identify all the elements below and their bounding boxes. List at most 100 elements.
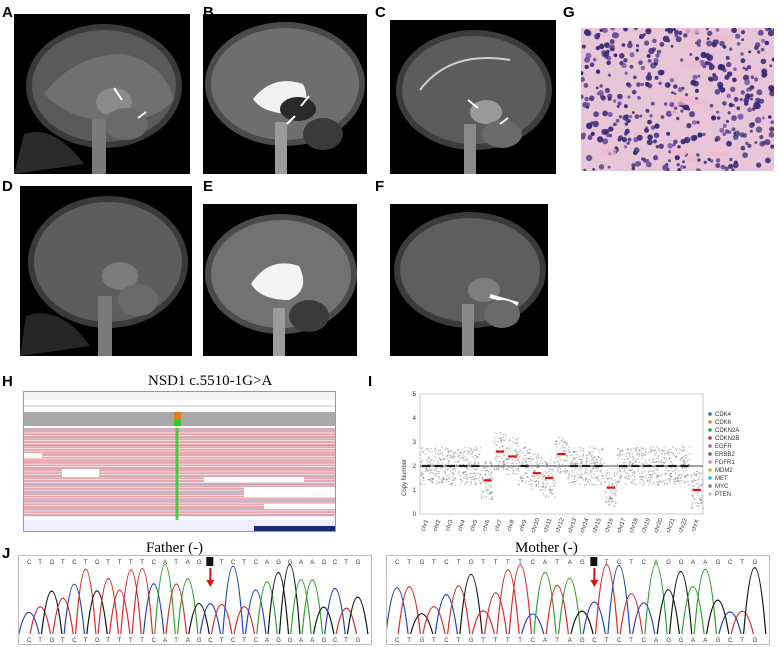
trace-peak bbox=[410, 613, 434, 635]
base-call-bottom: T bbox=[174, 638, 178, 644]
panel-label-h: H bbox=[2, 373, 13, 390]
legend-label: CDKN2A bbox=[715, 428, 739, 434]
legend-label: MDM2 bbox=[715, 468, 733, 474]
mri-e-t2-sagittal-followup bbox=[203, 204, 357, 356]
base-call-bottom: C bbox=[27, 638, 32, 644]
trace-peak bbox=[558, 577, 582, 635]
trace-peak bbox=[199, 603, 222, 635]
base-call-top: G bbox=[716, 560, 721, 566]
base-call-bottom: T bbox=[506, 638, 510, 644]
legend-marker bbox=[708, 476, 712, 480]
trace-peak bbox=[681, 585, 705, 635]
trace-peak bbox=[730, 610, 754, 635]
base-call-top: C bbox=[617, 560, 622, 566]
base-call-top: T bbox=[629, 560, 633, 566]
base-call-bottom: T bbox=[494, 638, 498, 644]
cnv-ytick: 3 bbox=[413, 440, 417, 446]
cnv-xtick: chr11 bbox=[543, 517, 554, 533]
base-call-top: T bbox=[242, 560, 246, 566]
base-call-bottom: T bbox=[555, 638, 559, 644]
base-call-top: G bbox=[356, 560, 361, 566]
trace-peak bbox=[301, 579, 324, 635]
cnv-ylabel: Copy Number bbox=[402, 459, 408, 496]
legend-marker bbox=[708, 468, 712, 472]
cnv-xtick: chr15 bbox=[592, 517, 603, 534]
base-call-top: C bbox=[72, 560, 77, 566]
father-label: Father (-) bbox=[146, 540, 204, 556]
base-call-bottom: G bbox=[753, 638, 758, 644]
cnv-xtick: chr1 bbox=[420, 519, 430, 533]
base-call-bottom: C bbox=[592, 638, 597, 644]
base-call-top: C bbox=[231, 560, 236, 566]
trace-peak bbox=[508, 564, 532, 635]
base-call-top: T bbox=[432, 560, 436, 566]
base-call-top: A bbox=[299, 560, 303, 566]
base-call-bottom: G bbox=[197, 638, 202, 644]
trace-peak bbox=[706, 599, 730, 635]
base-call-bottom: T bbox=[518, 638, 522, 644]
base-call-bottom: C bbox=[444, 638, 449, 644]
cnv-ytick: 0 bbox=[413, 512, 417, 518]
base-call-top: T bbox=[38, 560, 42, 566]
legend-marker bbox=[708, 452, 712, 456]
base-call-top: A bbox=[703, 560, 707, 566]
base-call-bottom: A bbox=[654, 638, 658, 644]
base-call-top: A bbox=[163, 560, 167, 566]
cnv-xtick: chr18 bbox=[629, 517, 640, 534]
trace-peak bbox=[233, 606, 256, 635]
cnv-xtick: chr21 bbox=[666, 517, 677, 534]
base-call-top: A bbox=[186, 560, 190, 566]
cnv-xtick: chr5 bbox=[470, 519, 480, 533]
mri-d-t1-sagittal-followup bbox=[20, 186, 192, 356]
mri-a-t1-sagittal bbox=[14, 14, 190, 174]
trace-peak bbox=[278, 563, 301, 635]
base-call-bottom: A bbox=[543, 638, 547, 644]
base-call-bottom: C bbox=[642, 638, 647, 644]
trace-peak bbox=[743, 567, 767, 635]
sanger-mother-trace: C T G T C T G T T T T C A T A G C T C T C A G G A A G C T G C T G T C T G T T T… bbox=[386, 555, 770, 645]
panel-label-b: B bbox=[203, 4, 214, 21]
base-call-top: G bbox=[288, 560, 293, 566]
panel-label-c: C bbox=[375, 4, 386, 21]
base-call-top: C bbox=[642, 560, 647, 566]
trace-peak bbox=[97, 578, 120, 635]
mri-c-t1-contrast-sagittal bbox=[390, 20, 556, 174]
trace-peak bbox=[533, 571, 557, 635]
base-call-bottom: C bbox=[531, 638, 536, 644]
trace-peak bbox=[188, 602, 210, 635]
base-call-top: T bbox=[129, 560, 133, 566]
trace-peak bbox=[644, 563, 668, 635]
cnv-xtick: chr16 bbox=[604, 517, 615, 534]
igv-alignment-view bbox=[23, 391, 336, 532]
trace-peak bbox=[40, 590, 63, 635]
trace-peak bbox=[176, 578, 199, 635]
base-call-bottom: C bbox=[395, 638, 400, 644]
base-call-bottom: T bbox=[457, 638, 461, 644]
base-call-top: T bbox=[140, 560, 144, 566]
base-call-bottom: C bbox=[208, 638, 213, 644]
panel-label-d: D bbox=[2, 178, 13, 195]
mri-b-t2-sagittal bbox=[203, 14, 367, 174]
legend-marker bbox=[708, 412, 712, 416]
trace-peak bbox=[397, 586, 421, 635]
base-call-top: T bbox=[118, 560, 122, 566]
cnv-xtick: chr7 bbox=[494, 519, 504, 533]
legend-marker bbox=[708, 460, 712, 464]
cnv-ytick: 1 bbox=[413, 488, 417, 494]
base-call-top: A bbox=[543, 560, 547, 566]
cnv-ytick: 2 bbox=[413, 464, 417, 470]
base-call-bottom: G bbox=[716, 638, 721, 644]
base-call-top: G bbox=[322, 560, 327, 566]
trace-peak bbox=[669, 570, 693, 635]
base-call-bottom: T bbox=[84, 638, 88, 644]
base-call-bottom: C bbox=[231, 638, 236, 644]
legend-label: CDKN2B bbox=[715, 436, 739, 442]
base-call-top: A bbox=[654, 560, 658, 566]
base-call-bottom: G bbox=[356, 638, 361, 644]
trace-peak bbox=[346, 596, 369, 635]
base-call-top: A bbox=[691, 560, 695, 566]
base-call-top: C bbox=[531, 560, 536, 566]
trace-peak bbox=[267, 571, 290, 635]
trace-peak bbox=[154, 563, 176, 635]
trace-peak bbox=[120, 569, 142, 635]
